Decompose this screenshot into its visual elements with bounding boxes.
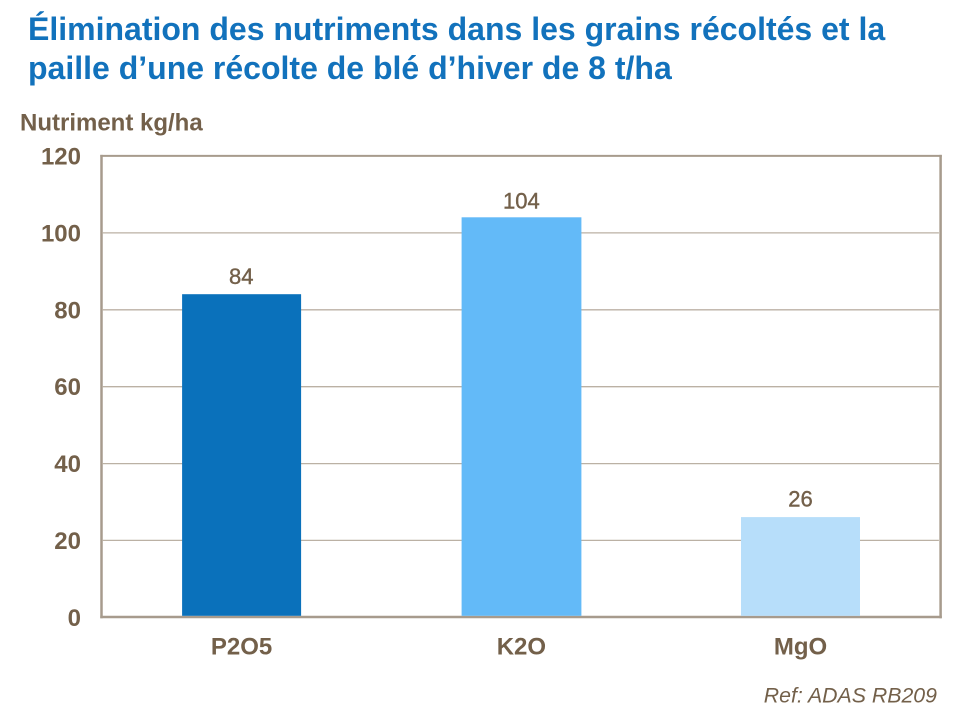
svg-text:104: 104: [503, 189, 540, 214]
svg-text:40: 40: [54, 451, 81, 478]
svg-text:20: 20: [54, 528, 81, 555]
svg-text:Nutriment kg/ha: Nutriment kg/ha: [20, 109, 203, 136]
svg-text:84: 84: [229, 264, 253, 289]
svg-text:P2O5: P2O5: [211, 634, 272, 661]
svg-text:26: 26: [788, 487, 812, 512]
svg-text:MgO: MgO: [774, 634, 827, 661]
svg-text:Ref: ADAS RB209: Ref: ADAS RB209: [764, 683, 937, 707]
svg-text:K2O: K2O: [497, 634, 546, 661]
svg-text:120: 120: [41, 144, 81, 171]
svg-text:80: 80: [54, 297, 81, 324]
svg-text:100: 100: [41, 221, 81, 248]
svg-text:0: 0: [68, 605, 81, 632]
svg-text:60: 60: [54, 374, 81, 401]
